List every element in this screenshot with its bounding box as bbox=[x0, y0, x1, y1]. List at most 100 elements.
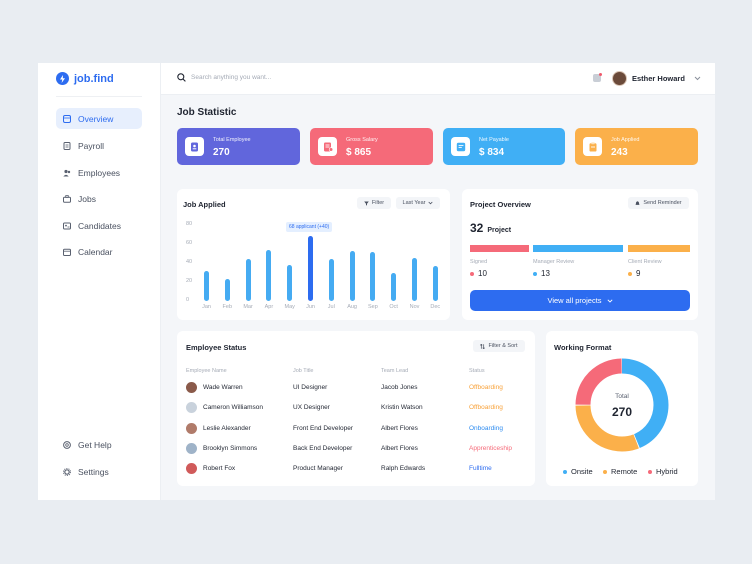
card-title: Working Format bbox=[554, 343, 612, 352]
chart-bar[interactable] bbox=[370, 251, 376, 301]
job-title: UI Designer bbox=[293, 384, 328, 391]
users-icon bbox=[63, 169, 71, 176]
x-tick-label: Oct bbox=[389, 304, 398, 310]
legend-label: Remote bbox=[611, 467, 638, 476]
job-applied-card: Job Applied Filter Last Year 80 60 40 20 0 Ja… bbox=[177, 189, 450, 320]
legend-dot bbox=[648, 469, 652, 474]
sidebar-item-label: Get Help bbox=[78, 439, 112, 450]
clipboard-icon bbox=[583, 137, 602, 156]
sidebar-item-label: Jobs bbox=[78, 193, 96, 204]
project-overview-card: Project Overview Send Reminder 32 Projec… bbox=[462, 189, 698, 320]
period-select[interactable]: Last Year bbox=[396, 197, 440, 209]
legend-onsite: Onsite bbox=[563, 467, 593, 476]
stat-card-gross-salary[interactable]: Gross Salary $ 865 bbox=[310, 128, 433, 165]
job-title: Back End Developer bbox=[293, 445, 353, 452]
filter-sort-button[interactable]: Filter & Sort bbox=[473, 340, 525, 352]
sidebar-item-label: Candidates bbox=[78, 220, 122, 231]
filter-button[interactable]: Filter bbox=[357, 197, 391, 209]
user-menu[interactable]: Esther Howard bbox=[612, 71, 701, 86]
avatar bbox=[186, 463, 197, 474]
sidebar-item-payroll[interactable]: Payroll bbox=[56, 135, 142, 156]
period-label: Last Year bbox=[402, 200, 426, 206]
chart-bar[interactable] bbox=[287, 264, 293, 301]
document-icon bbox=[63, 141, 71, 150]
job-title: Front End Developer bbox=[293, 425, 353, 432]
sidebar-item-calendar[interactable]: Calendar bbox=[56, 241, 142, 262]
project-count: 32 Project bbox=[470, 221, 511, 235]
stat-card-job-applied[interactable]: Job Applied 243 bbox=[575, 128, 698, 165]
stat-label: Total Employee bbox=[213, 137, 251, 143]
chart-bar[interactable] bbox=[391, 272, 397, 301]
donut-total-label: Total bbox=[615, 393, 629, 400]
stat-label: Net Payable bbox=[479, 137, 509, 143]
avatar bbox=[186, 402, 197, 413]
legend-remote: Remote bbox=[603, 467, 637, 476]
search-bar[interactable] bbox=[177, 73, 341, 82]
column-header-job-title: Job Title bbox=[293, 368, 314, 374]
sidebar-item-overview[interactable]: Overview bbox=[56, 108, 142, 129]
logo[interactable]: job.find bbox=[56, 72, 114, 85]
y-tick-label: 40 bbox=[186, 259, 193, 265]
sidebar-item-label: Settings bbox=[78, 466, 109, 477]
stat-card-net-payable[interactable]: Net Payable $ 834 bbox=[443, 128, 565, 165]
legend-label: Onsite bbox=[571, 467, 593, 476]
search-input[interactable] bbox=[191, 74, 341, 81]
chart-bar[interactable] bbox=[432, 265, 438, 301]
badge-icon bbox=[185, 137, 204, 156]
chart-bar[interactable] bbox=[328, 259, 334, 301]
avatar bbox=[186, 382, 197, 393]
chart-bar[interactable] bbox=[266, 249, 272, 301]
avatar bbox=[186, 423, 197, 434]
employee-name: Wade Warren bbox=[203, 384, 243, 391]
sidebar-item-get-help[interactable]: Get Help bbox=[56, 434, 142, 455]
chart-tooltip: 68 applicant (+40) bbox=[286, 222, 333, 232]
brand-name: job.find bbox=[74, 72, 114, 85]
legend-label: Hybrid bbox=[656, 467, 678, 476]
signed-label: Signed bbox=[470, 259, 488, 265]
legend-dot bbox=[563, 469, 567, 474]
view-all-projects-button[interactable]: View all projects bbox=[470, 290, 690, 311]
job-title: Product Manager bbox=[293, 465, 343, 472]
signed-bar bbox=[470, 245, 529, 252]
donut-chart bbox=[575, 358, 669, 452]
manager-review-value: 13 bbox=[533, 269, 550, 278]
chart-bar[interactable] bbox=[245, 259, 251, 301]
chart-bar[interactable] bbox=[412, 258, 417, 301]
sort-icon bbox=[480, 343, 486, 349]
x-tick-label: May bbox=[284, 304, 295, 310]
notification-icon[interactable] bbox=[593, 73, 602, 82]
status-dot bbox=[628, 271, 632, 276]
chart-bar[interactable] bbox=[204, 270, 209, 301]
x-tick-label: Jul bbox=[327, 304, 335, 310]
sidebar-item-candidates[interactable]: Candidates bbox=[56, 215, 142, 236]
x-tick-label: Sep bbox=[367, 304, 378, 310]
y-tick-label: 0 bbox=[186, 297, 190, 303]
sidebar: job.find Overview Payroll Employees Jobs… bbox=[38, 63, 161, 500]
donut-slice-onsite[interactable] bbox=[575, 358, 669, 452]
column-header-team-lead: Team Lead bbox=[381, 368, 409, 374]
status-badge: Offboarding bbox=[469, 404, 503, 411]
x-tick-label: Feb bbox=[222, 304, 233, 310]
status-dot bbox=[533, 271, 537, 276]
donut-slice-remote[interactable] bbox=[575, 358, 669, 452]
signed-value: 10 bbox=[470, 269, 487, 278]
sidebar-item-label: Overview bbox=[78, 113, 114, 124]
employee-name: Leslie Alexander bbox=[203, 425, 251, 432]
client-review-label: Client Review bbox=[628, 259, 662, 265]
sidebar-item-employees[interactable]: Employees bbox=[56, 162, 142, 183]
chart-bar[interactable] bbox=[224, 279, 230, 301]
sidebar-item-settings[interactable]: Settings bbox=[56, 461, 142, 482]
receipt-icon bbox=[451, 137, 470, 156]
send-reminder-button[interactable]: Send Reminder bbox=[628, 197, 689, 209]
avatar bbox=[612, 71, 627, 86]
stat-card-total-employee[interactable]: Total Employee 270 bbox=[177, 128, 300, 165]
chart-bar[interactable] bbox=[308, 236, 313, 301]
chart-bar[interactable] bbox=[349, 250, 355, 301]
x-tick-label: Jun bbox=[306, 304, 315, 310]
job-title: UX Designer bbox=[293, 404, 330, 411]
status-dot bbox=[470, 271, 474, 276]
sidebar-item-jobs[interactable]: Jobs bbox=[56, 188, 142, 209]
button-label: View all projects bbox=[547, 296, 602, 305]
bell-icon bbox=[635, 200, 641, 205]
manager-review-bar bbox=[533, 245, 623, 252]
